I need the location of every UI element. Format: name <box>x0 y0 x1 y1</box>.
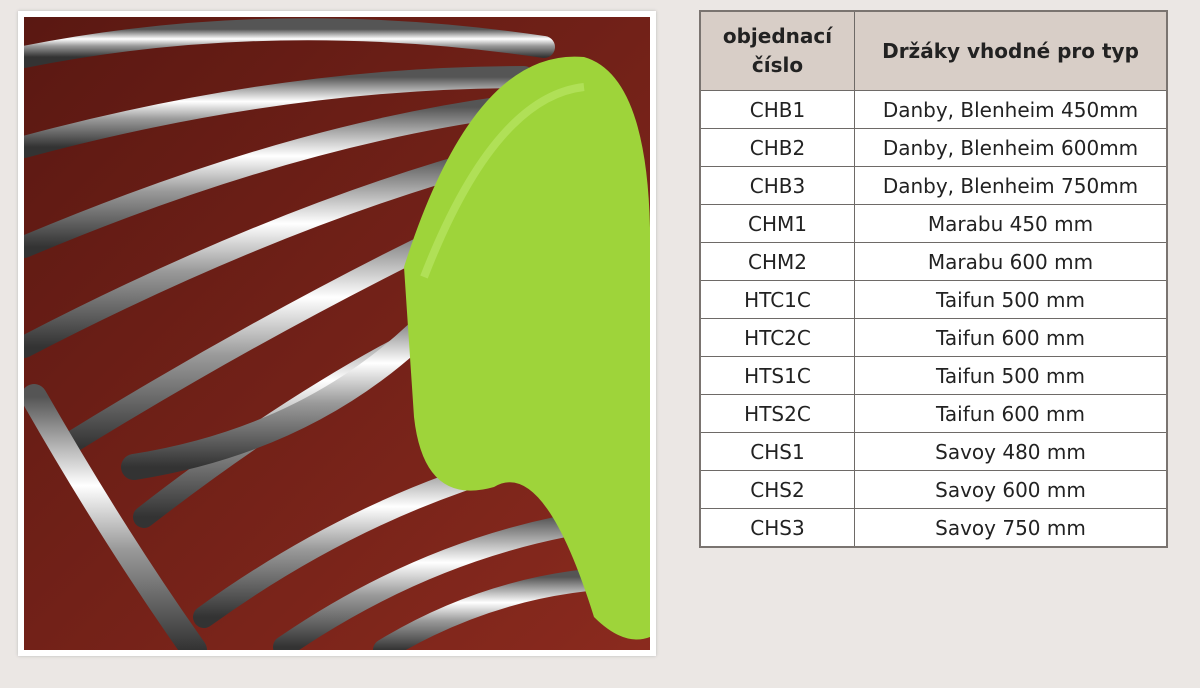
bracket-compatibility-table: objednací číslo Držáky vhodné pro typ CH… <box>699 10 1168 548</box>
table-row: HTS2C Taifun 600 mm <box>699 394 1168 433</box>
cell-order-number: HTS2C <box>699 394 855 433</box>
cell-order-number: CHM1 <box>699 204 855 243</box>
cell-order-number: CHB1 <box>699 90 855 129</box>
cell-suitable-type: Taifun 600 mm <box>854 394 1168 433</box>
cell-order-number: CHS1 <box>699 432 855 471</box>
header-suitable-types: Držáky vhodné pro typ <box>854 10 1168 91</box>
table-row: CHB3 Danby, Blenheim 750mm <box>699 166 1168 205</box>
cell-order-number: HTC1C <box>699 280 855 319</box>
cell-suitable-type: Danby, Blenheim 600mm <box>854 128 1168 167</box>
cell-suitable-type: Danby, Blenheim 450mm <box>854 90 1168 129</box>
table-row: CHB2 Danby, Blenheim 600mm <box>699 128 1168 167</box>
table-row: HTC2C Taifun 600 mm <box>699 318 1168 357</box>
table-row: CHM1 Marabu 450 mm <box>699 204 1168 243</box>
table-row: CHS2 Savoy 600 mm <box>699 470 1168 509</box>
table-row: CHS3 Savoy 750 mm <box>699 508 1168 548</box>
cell-suitable-type: Savoy 480 mm <box>854 432 1168 471</box>
cell-suitable-type: Savoy 750 mm <box>854 508 1168 548</box>
cell-order-number: HTS1C <box>699 356 855 395</box>
product-photo-towel-radiator <box>18 11 656 656</box>
table-row: HTC1C Taifun 500 mm <box>699 280 1168 319</box>
table-row: CHB1 Danby, Blenheim 450mm <box>699 90 1168 129</box>
header-order-number: objednací číslo <box>699 10 855 91</box>
cell-suitable-type: Taifun 600 mm <box>854 318 1168 357</box>
cell-order-number: CHM2 <box>699 242 855 281</box>
cell-suitable-type: Savoy 600 mm <box>854 470 1168 509</box>
cell-order-number: CHB3 <box>699 166 855 205</box>
cell-order-number: HTC2C <box>699 318 855 357</box>
table-row: CHS1 Savoy 480 mm <box>699 432 1168 471</box>
cell-suitable-type: Taifun 500 mm <box>854 356 1168 395</box>
cell-suitable-type: Danby, Blenheim 750mm <box>854 166 1168 205</box>
cell-order-number: CHS2 <box>699 470 855 509</box>
table-header-row: objednací číslo Držáky vhodné pro typ <box>699 10 1168 91</box>
radiator-illustration <box>24 17 650 650</box>
cell-suitable-type: Marabu 450 mm <box>854 204 1168 243</box>
cell-suitable-type: Taifun 500 mm <box>854 280 1168 319</box>
green-towel <box>404 56 650 640</box>
table-row: CHM2 Marabu 600 mm <box>699 242 1168 281</box>
cell-order-number: CHB2 <box>699 128 855 167</box>
table-row: HTS1C Taifun 500 mm <box>699 356 1168 395</box>
cell-order-number: CHS3 <box>699 508 855 548</box>
cell-suitable-type: Marabu 600 mm <box>854 242 1168 281</box>
